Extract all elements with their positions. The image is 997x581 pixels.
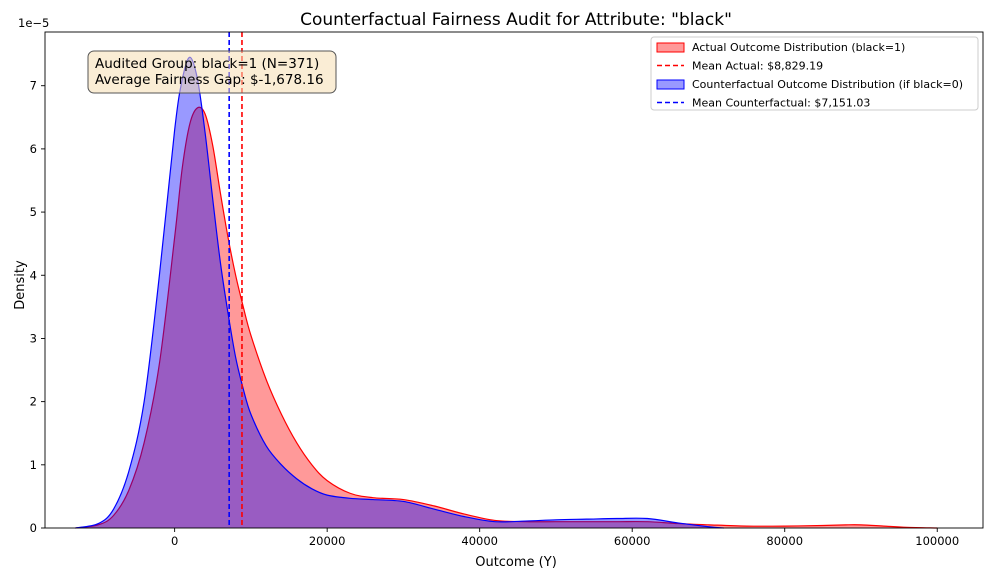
- axes-frame: [44, 31, 984, 529]
- legend-label: Mean Counterfactual: $7,151.03: [692, 97, 870, 110]
- y-tick-label: 5: [30, 205, 37, 219]
- annotation-box: [87, 50, 337, 94]
- y-tick-label: 3: [30, 331, 37, 345]
- x-tick-label: 40000: [461, 534, 498, 548]
- x-tick-label: 100000: [915, 534, 959, 548]
- y-tick-label: 4: [30, 268, 37, 282]
- legend-swatch: [656, 79, 685, 90]
- y-tick-label: 6: [30, 142, 37, 156]
- axes: 0 20000 40000 60000 80000 100000 0 1 2 3 4 5 6 7: [30, 31, 984, 548]
- kde-area-actual: [75, 107, 938, 528]
- legend-label: Mean Actual: $8,829.19: [692, 60, 823, 73]
- legend-label: Actual Outcome Distribution (black=1): [692, 41, 905, 54]
- x-tick-label: 0: [171, 534, 178, 548]
- y-tick-label: 7: [30, 79, 37, 93]
- annotation-line: Average Fairness Gap: $-1,678.16: [95, 72, 324, 88]
- x-tick-label: 20000: [309, 534, 346, 548]
- fairness-annotation: Audited Group: black=1 (N=371)Average Fa…: [87, 50, 337, 94]
- kde-line-actual: [75, 106, 938, 529]
- legend-label: Counterfactual Outcome Distribution (if …: [692, 78, 963, 91]
- legend-swatch: [656, 42, 685, 53]
- legend-frame: [650, 36, 979, 111]
- kde-area-counterfactual: [75, 57, 724, 529]
- y-tick-label: 2: [30, 395, 37, 409]
- legend: Actual Outcome Distribution (black=1) Mea…: [650, 36, 979, 111]
- y-offset-text: 1e−5: [18, 16, 49, 30]
- x-tick-label: 60000: [614, 534, 651, 548]
- x-axis-label: Outcome (Y): [475, 555, 557, 570]
- y-axis-label: Density: [13, 260, 28, 310]
- chart-title: Counterfactual Fairness Audit for Attrib…: [300, 10, 732, 30]
- kde-line-counterfactual: [75, 56, 724, 529]
- plot-area: [75, 32, 938, 529]
- annotation-line: Audited Group: black=1 (N=371): [95, 56, 319, 72]
- y-tick-label: 1: [30, 458, 37, 472]
- y-tick-label: 0: [30, 521, 37, 535]
- x-tick-label: 80000: [766, 534, 803, 548]
